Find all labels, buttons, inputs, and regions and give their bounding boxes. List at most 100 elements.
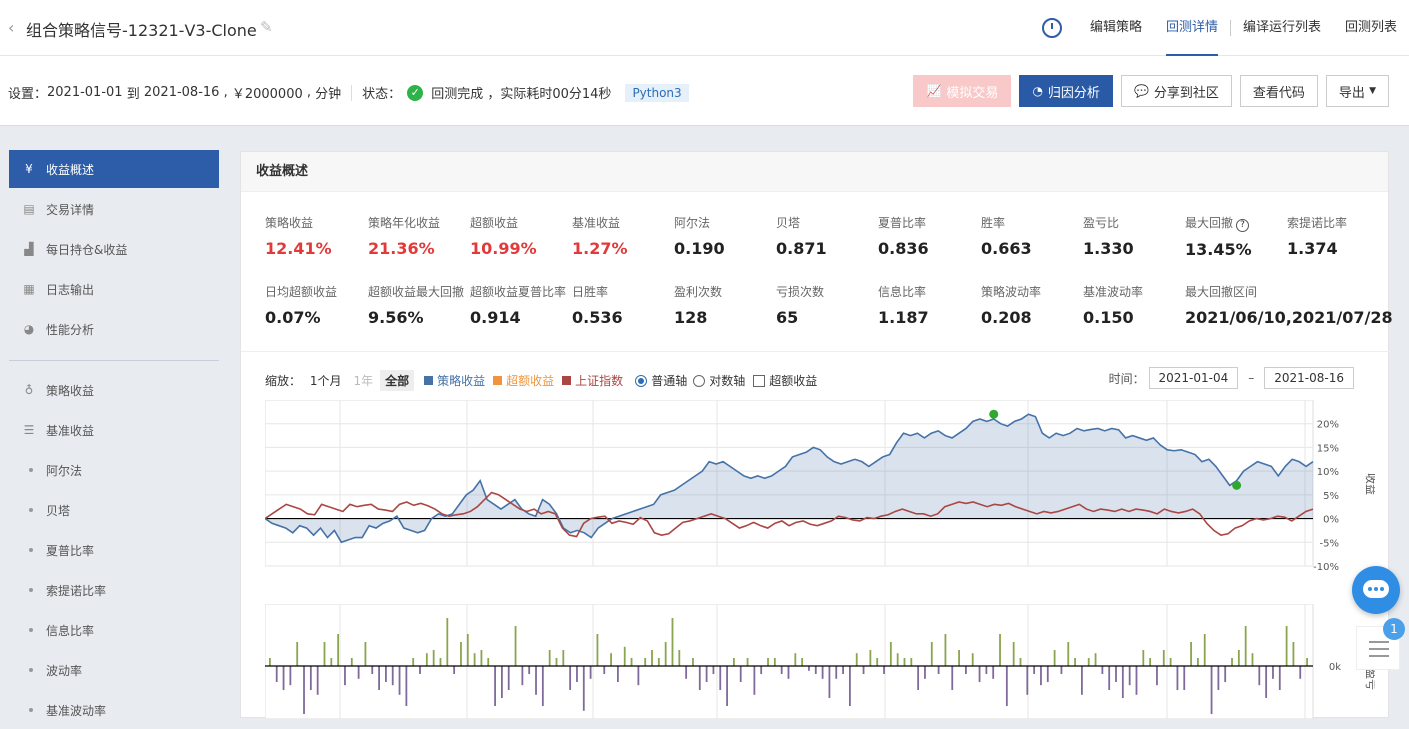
y-tick-label: -5% [1320,538,1339,549]
pnl-bar [1299,666,1302,679]
plot-area [265,400,1314,567]
pnl-bar [951,666,954,690]
pnl-bar [446,618,449,666]
timer-icon [1041,18,1062,38]
pnl-bar [910,658,913,666]
pnl-bar [746,658,749,666]
metric-label: 最大回撤 [1185,216,1234,230]
pnl-bar [1183,666,1186,690]
share-button[interactable]: 💬 分享到社区 [1120,75,1232,107]
zoom-1m[interactable]: 1个月 [309,374,342,388]
pnl-bar [808,666,810,671]
metric-item: 信息比率 1.187 [878,283,988,327]
pnl-bar [582,666,585,711]
pnl-bar [937,666,940,674]
sidebar-label: 日志输出 [46,282,95,297]
pnl-bar [705,666,708,682]
bar-chart-icon: ▟ [24,242,34,256]
sidebar-item-benchmark-vol[interactable]: 基准波动率 [9,691,219,729]
pnl-bar [896,653,899,666]
legend-benchmark[interactable]: 上证指数 [562,372,623,389]
normal-axis-radio[interactable] [635,374,648,387]
sidebar-item-logs[interactable]: ▦ 日志输出 [9,270,219,308]
pnl-bar [971,653,974,666]
sidebar-item-trades[interactable]: ▤ 交易详情 [9,190,219,228]
pnl-bar [1067,642,1070,666]
sidebar-item-positions[interactable]: ▟ 每日持仓&收益 [9,230,219,268]
pnl-bar [1094,653,1097,666]
metric-item: 基准波动率 0.150 [1083,283,1193,327]
notification-badge: 1 [1383,618,1405,640]
nav-edit-strategy[interactable]: 编辑策略 [1089,20,1142,35]
sim-trade-button[interactable]: 📈 模拟交易 [913,75,1012,107]
sidebar-item-beta[interactable]: 贝塔 [9,491,219,529]
pnl-bar-chart[interactable]: 0k 盈亏 [265,604,1375,719]
pnl-bar [1176,666,1179,690]
pnl-bar [1285,626,1288,666]
sidebar-item-performance[interactable]: ◕ 性能分析 [9,310,219,348]
legend-excess[interactable]: 超额收益 [493,372,554,389]
pnl-bar [1203,634,1206,666]
pnl-bar [739,666,742,682]
nav-backtest-list[interactable]: 回测列表 [1344,20,1397,35]
pnl-bar [603,666,606,674]
legend-text: 超额收益 [506,374,555,388]
zoom-1y[interactable]: 1年 [353,374,374,388]
help-icon[interactable]: ? [1236,219,1250,232]
from-date-input[interactable]: 2021-01-04 [1148,367,1239,389]
nav-backtest-detail[interactable]: 回测详情 [1154,0,1230,56]
plot-area [265,604,1314,719]
pie-icon: ◔ [1032,84,1043,98]
legend-strategy[interactable]: 策略收益 [424,372,485,389]
strategy-title: 组合策略信号-12321-V3-Clone [26,21,257,40]
pnl-bar [630,658,633,666]
sidebar-item-strategy-return[interactable]: ♁ 策略收益 [9,371,219,409]
top-bar: ‹ 组合策略信号-12321-V3-Clone ✎ 编辑策略 回测详情 编译运行… [0,0,1409,56]
bullet [29,668,33,672]
sidebar-item-info-ratio[interactable]: 信息比率 [9,611,219,649]
view-code-button[interactable]: 查看代码 [1239,75,1318,107]
pnl-bar [787,666,790,679]
zoom-all[interactable]: 全部 [380,370,415,391]
panel-title: 收益概述 [241,152,1388,192]
metric-label: 胜率 [981,216,1006,230]
range-separator: – [1248,371,1255,385]
pnl-bar [617,666,619,682]
back-icon[interactable]: ‹ [8,18,15,37]
sidebar-item-overview[interactable]: ¥ 收益概述 [9,150,219,188]
attribution-button[interactable]: ◔ 归因分析 [1019,75,1113,107]
metric-value: 0.190 [674,239,725,258]
pnl-bar [1162,650,1165,666]
sidebar-item-benchmark-return[interactable]: ☰ 基准收益 [9,411,219,449]
pnl-bar [1237,650,1240,666]
edit-title-icon[interactable]: ✎ [260,18,273,36]
sim-trade-label: 模拟交易 [946,85,999,101]
metric-label: 夏普比率 [878,216,927,230]
nav-compile-list[interactable]: 编译运行列表 [1242,20,1321,35]
pnl-bar [1258,666,1261,686]
metric-label: 策略波动率 [981,285,1042,299]
metric-label: 索提诺比率 [1287,216,1348,230]
to-date-input[interactable]: 2021-08-16 [1264,367,1354,389]
pnl-bar [282,666,285,690]
chat-button[interactable] [1352,566,1400,614]
sidebar-item-sharpe[interactable]: 夏普比率 [9,531,219,569]
excess-checkbox[interactable] [753,374,766,387]
chat-dot [1374,587,1378,591]
sidebar-label: 性能分析 [46,322,95,337]
metric-value: 0.536 [572,308,623,327]
sidebar-item-volatility[interactable]: 波动率 [9,651,219,689]
pnl-bar [1149,658,1152,666]
sidebar-item-alpha[interactable]: 阿尔法 [9,451,219,489]
bullet [29,548,33,552]
return-chart[interactable]: 20% 15% 10% 5% 0% -5% -10% 收益 [265,400,1375,572]
export-button[interactable]: 导出 ▼ [1325,75,1389,107]
sidebar-label: 波动率 [46,663,83,678]
y-tick-label: 10% [1317,467,1339,478]
sidebar-item-sortino[interactable]: 索提诺比率 [9,571,219,609]
pnl-bar [610,653,612,666]
log-axis-radio[interactable] [693,374,706,387]
y-axis-label: 收益 [1364,473,1375,495]
check-icon: ✓ [407,84,424,101]
pnl-bar [528,666,531,674]
